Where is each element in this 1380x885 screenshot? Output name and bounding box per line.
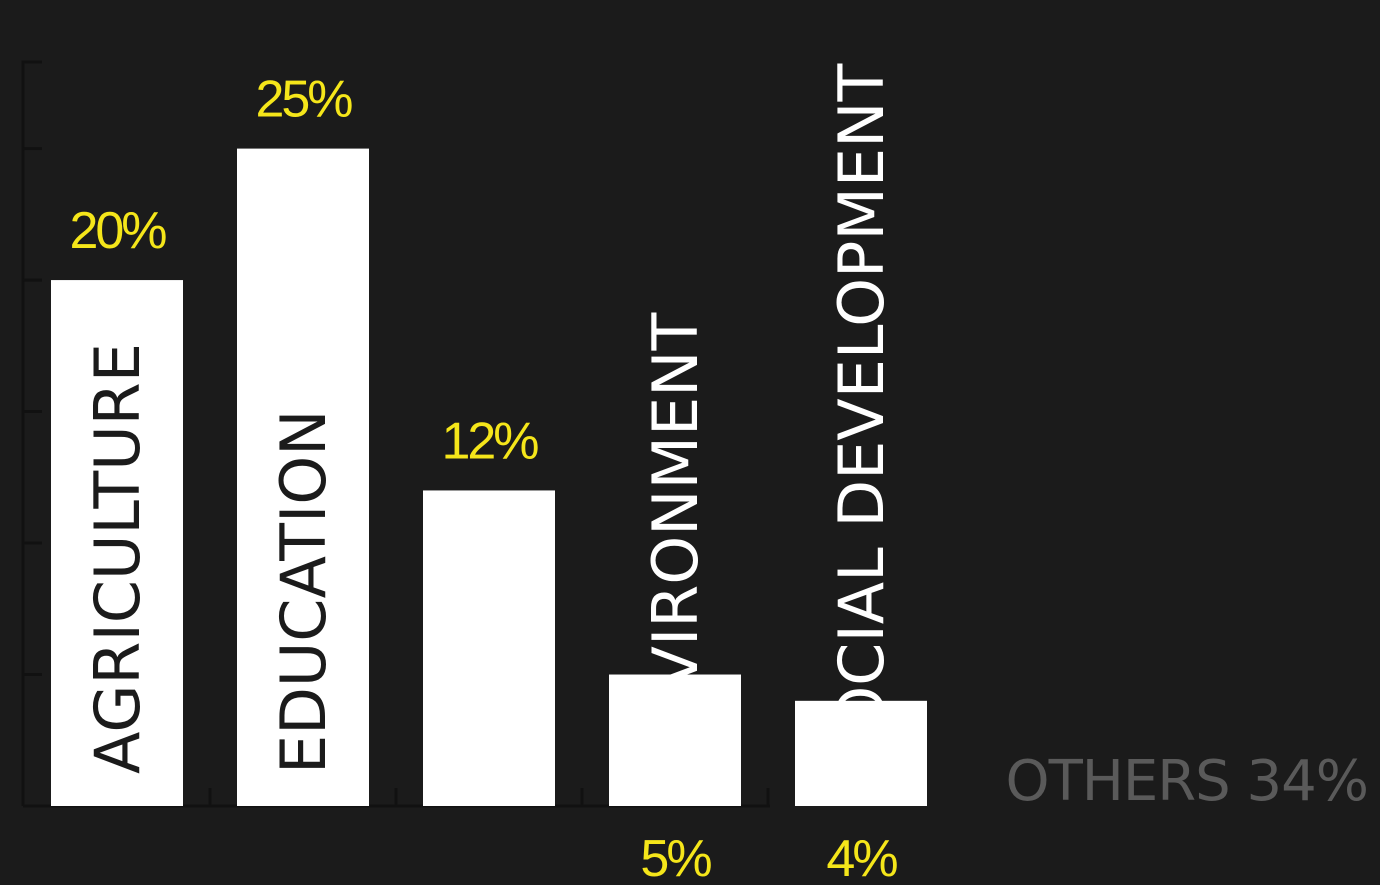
value-label: 25% [255, 71, 352, 129]
y-axis-line [23, 62, 42, 806]
value-label: 5% [640, 830, 711, 885]
value-label: 12% [441, 412, 538, 470]
value-label: 20% [69, 202, 166, 260]
category-label: SOCIAL DEVELOPMENT [825, 63, 898, 774]
category-label: EDUCATION [267, 409, 340, 774]
y-axis-ticks [23, 149, 42, 675]
category-label: ENVIRONMENT [639, 311, 712, 774]
value-label: 4% [826, 830, 897, 885]
others-label: OTHERS 34% [1005, 749, 1368, 814]
category-label: AGRICULTURE [81, 343, 154, 774]
category-label: HEALTH [453, 535, 526, 774]
